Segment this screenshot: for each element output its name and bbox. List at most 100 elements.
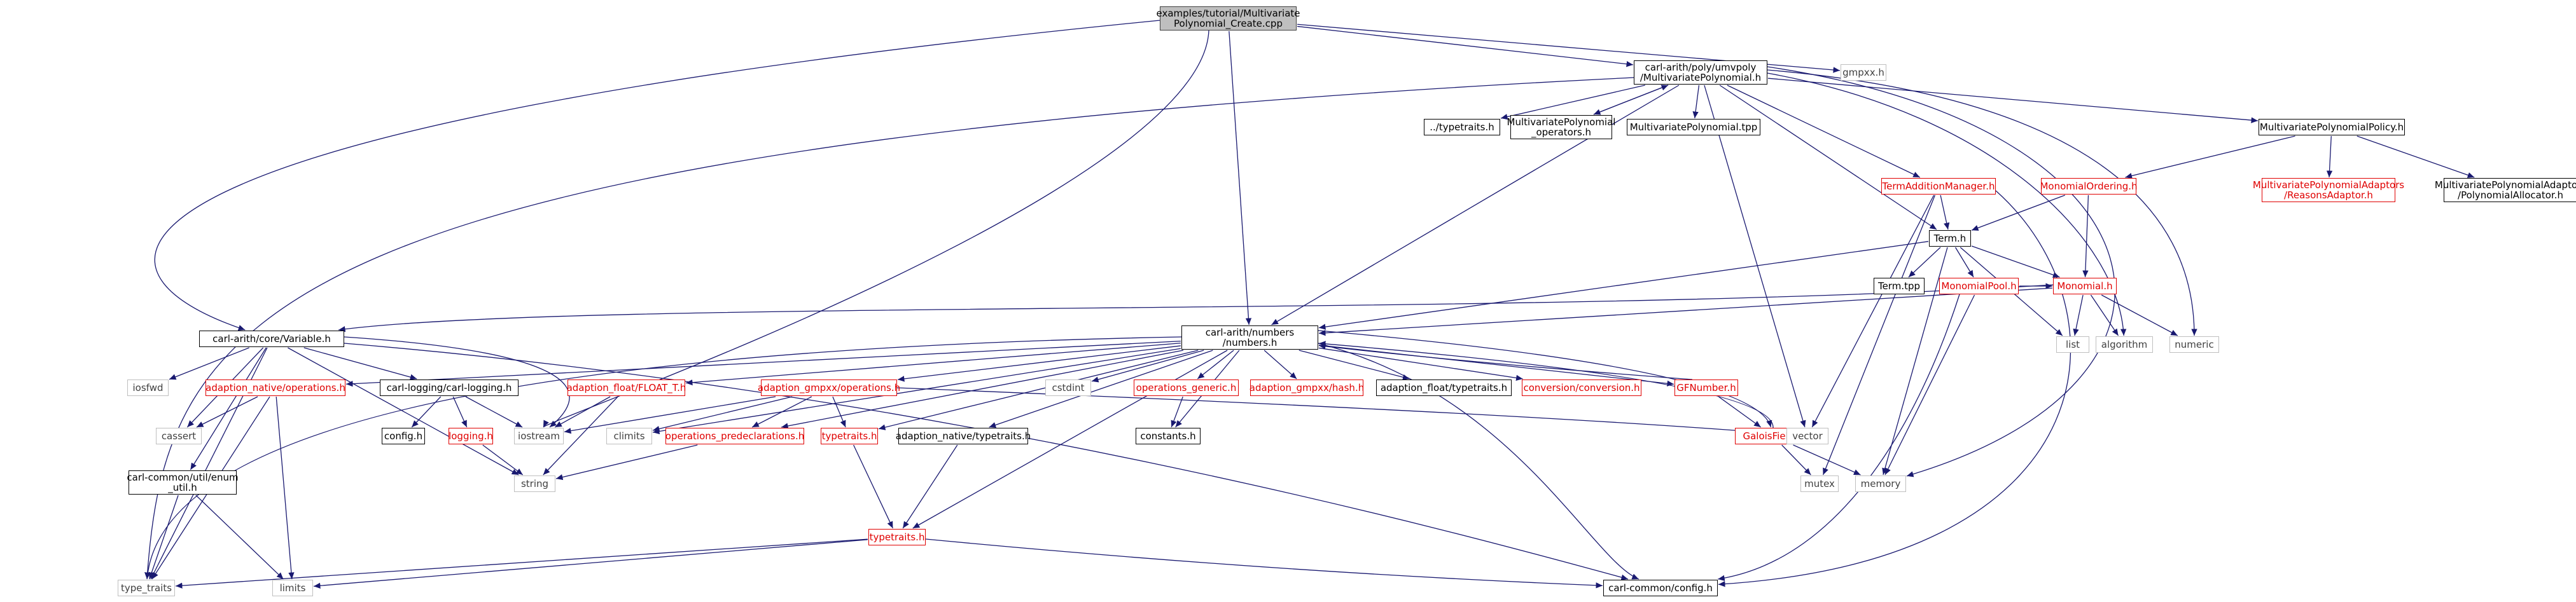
- edge-mvpoly-ops-to-mvpoly: [1593, 85, 1669, 115]
- edge-monpool-to-common-config: [1718, 294, 1960, 581]
- node-mvpoly-ops[interactable]: MultivariatePolynomial _operators.h: [1507, 115, 1615, 139]
- node-mvpolicy[interactable]: MultivariatePolynomialPolicy.h: [2259, 119, 2405, 135]
- node-logging[interactable]: logging.h: [449, 428, 493, 444]
- node-adapt-float-tt[interactable]: adaption_float/typetraits.h: [1376, 380, 1512, 396]
- edge-root-to-numbers: [1229, 31, 1252, 325]
- edge-numbers-to-gfnumber: [1318, 345, 1674, 387]
- node-poly-allocator[interactable]: MultivariatePolynomialAdaptors/Polynomia…: [2435, 178, 2576, 202]
- node-label-line: carl-arith/core/Variable.h: [212, 333, 331, 345]
- node-logging-h[interactable]: carl-logging/carl-logging.h: [380, 380, 519, 396]
- edge-mvpolicy-to-poly-allocator: [2357, 135, 2475, 178]
- edge-variable-to-common-config: [344, 343, 1629, 580]
- node-label-line: adaption_float/FLOAT_T.h: [566, 382, 686, 393]
- edge-ops-generic-to-constants: [1171, 396, 1183, 428]
- node-adapt-float[interactable]: adaption_float/FLOAT_T.h: [566, 380, 686, 396]
- node-label-line: adaption_gmpxx/hash.h: [1249, 382, 1365, 393]
- node-label-line: typetraits.h: [869, 531, 925, 543]
- node-mvpoly[interactable]: carl-arith/poly/umvpoly/MultivariatePoly…: [1634, 60, 1767, 85]
- node-cassert[interactable]: cassert: [156, 428, 202, 444]
- edge-gfnumber-to-galoisfield: [1718, 396, 1762, 428]
- node-termadd[interactable]: TermAdditionManager.h: [1881, 178, 1996, 195]
- node-label-line: TermAdditionManager.h: [1882, 181, 1995, 192]
- node-reasons-adaptor[interactable]: MultivariatePolynomialAdaptors/ReasonsAd…: [2253, 178, 2404, 202]
- node-conversion[interactable]: conversion/conversion.h: [1522, 380, 1641, 396]
- node-numeric[interactable]: numeric: [2169, 336, 2219, 353]
- node-label-line: config.h: [384, 430, 423, 442]
- node-ops-predecl[interactable]: operations_predeclarations.h: [665, 428, 804, 444]
- node-label-line: _util.h: [168, 482, 197, 493]
- edge-root-to-variable: [154, 20, 1160, 331]
- node-iosfwd[interactable]: iosfwd: [127, 380, 169, 396]
- node-common-config[interactable]: carl-common/config.h: [1603, 580, 1718, 596]
- node-label-line: MultivariatePolynomialAdaptors: [2252, 179, 2405, 191]
- node-limits[interactable]: limits: [272, 580, 313, 596]
- edge-typetraits-red-to-typetraits-bottom: [853, 444, 893, 529]
- node-adapt-native-tt[interactable]: adaption_native/typetraits.h: [896, 428, 1031, 444]
- edge-mvpoly-to-mvpolicy: [1767, 78, 2259, 123]
- node-gmpxx[interactable]: gmpxx.h: [1841, 64, 1886, 81]
- edge-numbers-to-adapt-gmpxx-ops: [897, 345, 1181, 382]
- node-label-line: type_traits: [120, 582, 172, 594]
- node-label-line: climits: [613, 430, 645, 442]
- node-label-line: memory: [1860, 478, 1901, 489]
- node-label-line: adaption_gmpxx/operations.h: [757, 382, 901, 393]
- edge-termadd-to-common-config: [1718, 190, 2071, 587]
- node-typetraits-bottom[interactable]: typetraits.h: [868, 529, 926, 545]
- edge-adapt-gmpxx-ops-to-typetraits-red: [832, 396, 846, 428]
- node-ops-generic[interactable]: operations_generic.h: [1134, 380, 1239, 396]
- node-label-line: adaption_native/operations.h: [205, 382, 345, 393]
- node-label-line: Monomial.h: [2057, 280, 2113, 292]
- node-label-line: constants.h: [1140, 430, 1196, 442]
- node-mvpoly-tpp[interactable]: MultivariatePolynomial.tpp: [1627, 119, 1760, 135]
- node-constants[interactable]: constants.h: [1136, 428, 1201, 444]
- node-gfnumber[interactable]: GFNumber.h: [1674, 380, 1738, 396]
- node-monomial[interactable]: Monomial.h: [2053, 278, 2117, 294]
- edge-mvpoly-to-vector: [1704, 85, 1806, 428]
- node-adapt-gmpxx-hash[interactable]: adaption_gmpxx/hash.h: [1249, 380, 1365, 396]
- node-climits[interactable]: climits: [606, 428, 652, 444]
- node-cstdint[interactable]: cstdint: [1045, 380, 1091, 396]
- node-label-line: list: [2065, 339, 2080, 350]
- node-iostream[interactable]: iostream: [514, 428, 564, 444]
- node-term[interactable]: Term.h: [1929, 230, 1971, 247]
- node-numbers[interactable]: carl-arith/numbers/numbers.h: [1181, 325, 1318, 350]
- edge-logging-h-to-iostream: [465, 396, 523, 428]
- node-adapt-native-ops[interactable]: adaption_native/operations.h: [205, 380, 345, 396]
- edge-term-to-monpool: [1954, 247, 1974, 278]
- node-label-line: adaption_float/typetraits.h: [1380, 382, 1508, 393]
- edge-termadd-to-vector: [1811, 195, 1935, 428]
- node-mutex[interactable]: mutex: [1800, 475, 1839, 492]
- edge-numbers-to-ops-generic: [1197, 350, 1234, 380]
- edge-term-to-numbers: [1318, 241, 1929, 330]
- edge-numbers-to-adapt-float: [685, 343, 1181, 386]
- node-memory[interactable]: memory: [1855, 475, 1906, 492]
- edge-numbers-to-adapt-native-tt: [989, 350, 1213, 428]
- node-enum-util[interactable]: carl-common/util/enum _util.h: [127, 470, 239, 495]
- node-monordering[interactable]: MonomialOrdering.h: [2040, 178, 2138, 195]
- node-root[interactable]: examples/tutorial/Multivariate Polynomial…: [1157, 6, 1300, 31]
- node-type-traits[interactable]: type_traits: [118, 580, 175, 596]
- node-monpool[interactable]: MonomialPool.h: [1939, 278, 2019, 294]
- edge-mvpoly-to-type-traits: [144, 77, 1634, 580]
- edge-gfnumber-to-numbers: [1318, 343, 1693, 380]
- node-adapt-gmpxx-ops[interactable]: adaption_gmpxx/operations.h: [757, 380, 901, 396]
- node-config-h[interactable]: config.h: [382, 428, 425, 444]
- node-list[interactable]: list: [2056, 336, 2089, 353]
- edge-numbers-to-typetraits-red: [878, 350, 1199, 430]
- node-typetraits-rel[interactable]: ../typetraits.h: [1424, 119, 1500, 135]
- edge-monomial-to-variable: [338, 284, 2054, 332]
- node-string[interactable]: string: [514, 475, 555, 492]
- node-label-line: MultivariatePolynomial: [1507, 116, 1616, 128]
- node-algorithm[interactable]: algorithm: [2096, 336, 2153, 353]
- node-label-line: vector: [1792, 430, 1823, 442]
- edge-numbers-to-adapt-native-ops: [345, 340, 1181, 387]
- node-vector[interactable]: vector: [1786, 428, 1828, 444]
- edge-mvpolicy-to-reasons-adaptor: [2326, 135, 2333, 178]
- node-variable[interactable]: carl-arith/core/Variable.h: [199, 331, 344, 347]
- node-term-tpp[interactable]: Term.tpp: [1874, 278, 1925, 294]
- node-typetraits-red[interactable]: typetraits.h: [821, 428, 878, 444]
- edge-numbers-to-galoisfield: [1318, 330, 1772, 428]
- edge-adapt-gmpxx-ops-to-climits: [652, 396, 793, 432]
